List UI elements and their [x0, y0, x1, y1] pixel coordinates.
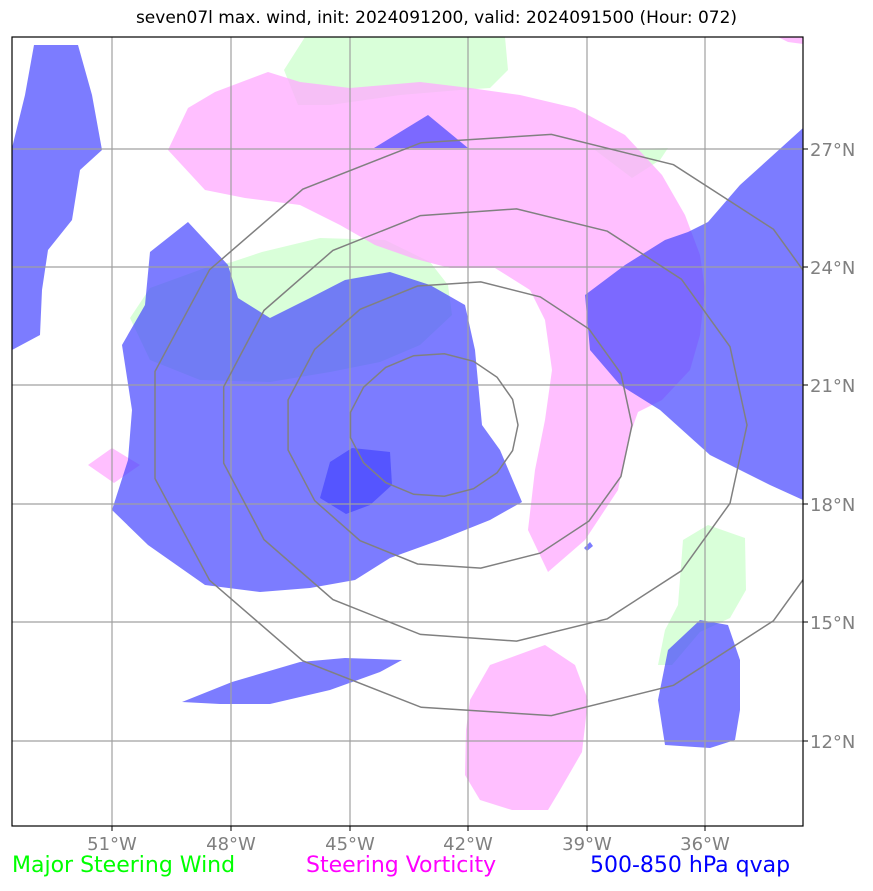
qvap-area-northwest — [12, 45, 102, 350]
lon-label: 36°W — [680, 834, 730, 855]
longitude-labels: 51°W 48°W 45°W 42°W 39°W 36°W — [87, 834, 730, 855]
vorticity-area-south — [465, 645, 588, 810]
steering-wind-area-southeast — [658, 525, 746, 665]
range-ring-3 — [222, 208, 748, 642]
lon-label: 42°W — [443, 834, 493, 855]
lat-label: 24°N — [810, 258, 855, 279]
legend-qvap: 500-850 hPa qvap — [590, 853, 791, 878]
lon-label: 39°W — [562, 834, 612, 855]
lon-label: 51°W — [87, 834, 137, 855]
range-rings — [154, 133, 803, 717]
qvap-area-south-band — [182, 658, 402, 704]
lon-label: 45°W — [325, 834, 375, 855]
qvap-layer — [12, 45, 803, 748]
vorticity-layer — [88, 37, 803, 810]
map-frame — [11, 36, 804, 827]
vorticity-arc-main — [168, 72, 705, 572]
qvap-area-center — [112, 222, 522, 592]
range-ring-4 — [154, 133, 803, 717]
range-ring-1 — [349, 353, 519, 497]
qvap-dark-spot-north — [374, 115, 468, 148]
lat-label: 18°N — [810, 495, 855, 516]
legend-steering-wind: Major Steering Wind — [12, 853, 236, 878]
map-title: seven07l max. wind, init: 2024091200, va… — [135, 8, 738, 28]
lat-label: 27°N — [810, 140, 855, 161]
lon-label: 48°W — [206, 834, 256, 855]
qvap-area-east — [585, 128, 803, 500]
qvap-dark-spot-center — [320, 448, 392, 514]
lat-label: 21°N — [810, 376, 855, 397]
qvap-spot-small — [584, 542, 593, 551]
qvap-area-southeast — [658, 620, 740, 748]
vorticity-spot-west — [88, 448, 140, 483]
lat-label: 15°N — [810, 613, 855, 634]
vorticity-corner-northeast — [778, 37, 803, 44]
tick-marks — [111, 148, 808, 831]
range-ring-2 — [287, 281, 633, 569]
latitude-labels: 27°N 24°N 21°N 18°N 15°N 12°N — [810, 140, 855, 753]
lat-label: 12°N — [810, 732, 855, 753]
legend-steering-vorticity: Steering Vorticity — [306, 853, 497, 878]
